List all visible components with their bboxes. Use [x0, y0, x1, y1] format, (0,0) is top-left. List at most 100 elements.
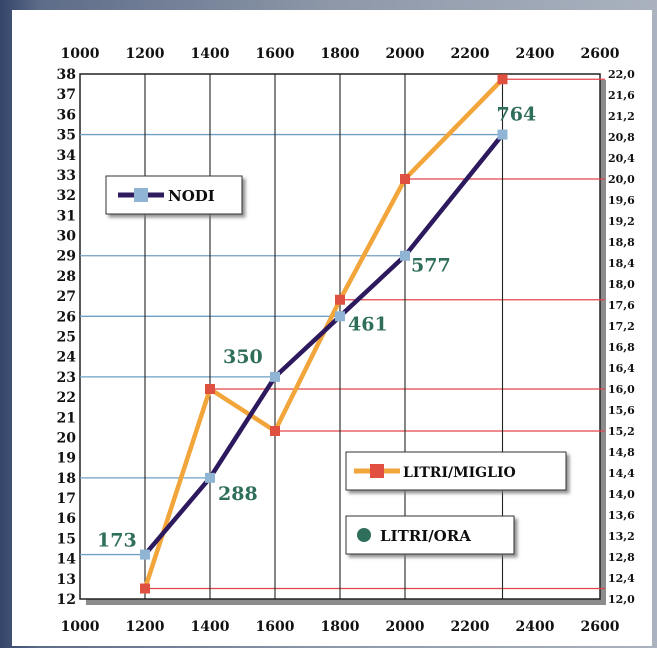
left-tick-label: 15	[57, 531, 76, 547]
litri-miglio-point	[497, 74, 508, 85]
left-tick-label: 35	[57, 128, 76, 144]
left-tick-label: 25	[57, 330, 76, 346]
left-tick-label: 27	[57, 289, 76, 305]
top-tick-label: 1400	[191, 46, 230, 62]
left-tick-label: 21	[57, 410, 76, 426]
point-labels: 173 288 350 461 577 764	[97, 104, 536, 552]
right-tick-label: 14,4	[608, 467, 635, 480]
bottom-tick-label: 2200	[451, 619, 490, 635]
bottom-tick-label: 1800	[321, 619, 360, 635]
left-tick-label: 38	[57, 67, 76, 83]
legend-litri-ora-marker	[357, 528, 371, 542]
litri-miglio-point	[140, 583, 150, 594]
left-tick-label: 29	[57, 249, 76, 265]
bottom-tick-label: 1400	[191, 619, 230, 635]
nodi-line	[143, 133, 505, 557]
gridlines	[80, 74, 605, 599]
nodi-point	[497, 129, 508, 140]
left-tick-label: 18	[57, 471, 76, 487]
left-tick-label: 32	[57, 188, 76, 204]
right-tick-label: 20,0	[608, 173, 635, 186]
right-tick-label: 12,8	[608, 551, 635, 564]
bottom-tick-label: 1200	[126, 619, 165, 635]
nodi-point	[140, 549, 150, 560]
left-tick-label: 24	[57, 350, 77, 366]
right-tick-label: 12,0	[608, 593, 635, 606]
left-tick-label: 16	[57, 511, 76, 527]
nodi-point	[335, 311, 345, 322]
top-tick-labels: 1000 1200 1400 1600 1800 2000 2200 2400 2600	[61, 46, 620, 62]
legend-nodi-marker	[134, 188, 148, 202]
right-tick-label: 16,8	[608, 341, 635, 354]
right-tick-label: 15,6	[608, 404, 635, 417]
left-tick-label: 37	[57, 87, 76, 103]
legend-litri-ora-box	[345, 515, 515, 555]
left-tick-label: 12	[57, 592, 76, 608]
top-tick-label: 1800	[321, 46, 360, 62]
top-tick-label: 1200	[126, 46, 165, 62]
right-tick-label: 15,2	[608, 425, 635, 438]
left-tick-label: 23	[57, 370, 76, 386]
left-tick-label: 33	[57, 168, 76, 184]
left-tick-label: 20	[57, 430, 77, 446]
litri-miglio-point	[400, 174, 410, 184]
right-tick-label: 18,8	[608, 236, 635, 249]
right-tick-label: 21,2	[608, 110, 635, 123]
legend-litri-ora: LITRI/ORA	[345, 515, 515, 555]
litri-miglio-point	[270, 426, 280, 436]
bottom-tick-label: 2600	[581, 619, 620, 635]
right-tick-label: 21,6	[608, 89, 635, 102]
right-tick-label: 17,2	[608, 320, 635, 333]
left-tick-label: 30	[57, 229, 77, 245]
right-tick-label: 13,2	[608, 530, 635, 543]
point-label: 577	[411, 255, 451, 277]
right-tick-label: 14,8	[608, 446, 635, 459]
nodi-point	[400, 250, 410, 261]
right-tick-label: 18,0	[608, 278, 635, 291]
right-tick-label: 12,4	[608, 572, 635, 585]
left-tick-label: 31	[57, 208, 76, 224]
left-tick-label: 13	[57, 572, 76, 588]
litri-miglio-point	[335, 294, 345, 305]
point-label: 350	[223, 346, 263, 368]
top-tick-label: 2400	[516, 46, 555, 62]
bottom-tick-label: 2000	[386, 619, 425, 635]
left-tick-label: 22	[57, 390, 76, 406]
bottom-tick-label: 1600	[256, 619, 295, 635]
top-tick-label: 1600	[256, 46, 295, 62]
top-tick-label: 2200	[451, 46, 490, 62]
left-tick-label: 28	[57, 269, 76, 285]
bottom-tick-labels: 1000 1200 1400 1600 1800 2000 2200 2400 2600	[61, 619, 620, 635]
point-label: 461	[348, 313, 388, 335]
legend-litri-miglio-label: LITRI/MIGLIO	[403, 465, 516, 481]
legend-litri-ora-label: LITRI/ORA	[380, 527, 471, 545]
legend-nodi: NODI	[105, 175, 243, 215]
left-tick-label: 14	[57, 552, 77, 568]
right-tick-label: 17,6	[608, 299, 635, 312]
left-tick-label: 26	[57, 309, 76, 325]
point-label: 764	[497, 104, 537, 126]
bottom-tick-label: 1000	[61, 619, 100, 635]
right-tick-label: 13,6	[608, 509, 635, 522]
series-lines	[140, 74, 508, 594]
left-tick-label: 19	[57, 451, 76, 467]
nodi-point	[205, 472, 215, 483]
litri-miglio-line	[142, 77, 505, 590]
right-tick-label: 20,4	[608, 152, 635, 165]
point-label: 288	[218, 483, 258, 505]
top-tick-label: 1000	[61, 46, 100, 62]
right-tick-label: 19,6	[608, 194, 635, 207]
right-tick-label: 14,0	[608, 488, 635, 501]
right-tick-label: 18,4	[608, 257, 635, 270]
top-tick-label: 2000	[386, 46, 425, 62]
point-label: 173	[97, 530, 137, 552]
right-tick-labels: 12,0 12,4 12,8 13,2 13,6 14,0 14,4 14,8 15,2 15,6…	[608, 68, 635, 606]
nodi-point	[270, 371, 280, 382]
left-tick-label: 36	[57, 107, 76, 123]
legend-litri-miglio: LITRI/MIGLIO	[345, 451, 567, 491]
right-tick-label: 16,4	[608, 362, 635, 375]
left-tick-label: 17	[57, 491, 76, 507]
legend-nodi-label: NODI	[168, 187, 215, 205]
right-tick-label: 22,0	[608, 68, 635, 81]
